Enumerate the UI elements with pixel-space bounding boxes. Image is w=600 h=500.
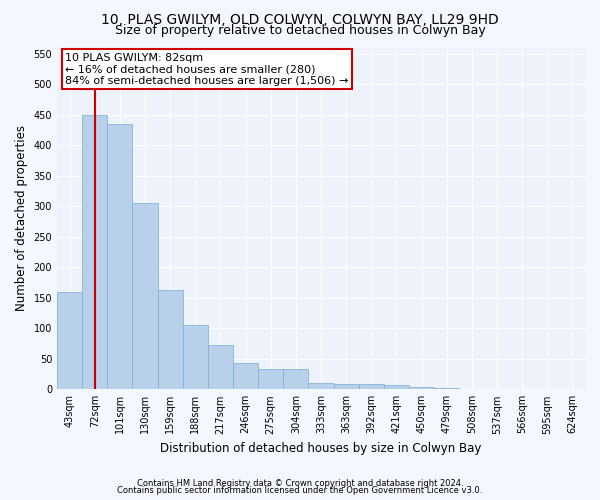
Text: 10, PLAS GWILYM, OLD COLWYN, COLWYN BAY, LL29 9HD: 10, PLAS GWILYM, OLD COLWYN, COLWYN BAY,… — [101, 12, 499, 26]
Text: Contains HM Land Registry data © Crown copyright and database right 2024.: Contains HM Land Registry data © Crown c… — [137, 478, 463, 488]
Bar — [334, 384, 359, 390]
Bar — [409, 388, 434, 390]
Bar — [560, 388, 585, 390]
Bar — [308, 383, 334, 390]
Bar — [158, 290, 183, 390]
Bar — [57, 292, 82, 390]
X-axis label: Distribution of detached houses by size in Colwyn Bay: Distribution of detached houses by size … — [160, 442, 482, 455]
Bar — [535, 388, 560, 390]
Bar — [459, 388, 484, 390]
Bar — [509, 388, 535, 390]
Bar — [484, 388, 509, 390]
Bar — [82, 114, 107, 390]
Bar — [183, 325, 208, 390]
Text: Contains public sector information licensed under the Open Government Licence v3: Contains public sector information licen… — [118, 486, 482, 495]
Bar — [384, 385, 409, 390]
Bar — [434, 388, 459, 390]
Bar — [107, 124, 133, 390]
Text: 10 PLAS GWILYM: 82sqm
← 16% of detached houses are smaller (280)
84% of semi-det: 10 PLAS GWILYM: 82sqm ← 16% of detached … — [65, 52, 349, 86]
Text: Size of property relative to detached houses in Colwyn Bay: Size of property relative to detached ho… — [115, 24, 485, 37]
Bar — [258, 369, 283, 390]
Bar — [208, 344, 233, 390]
Bar — [133, 203, 158, 390]
Bar — [283, 369, 308, 390]
Y-axis label: Number of detached properties: Number of detached properties — [15, 126, 28, 312]
Bar — [359, 384, 384, 390]
Bar — [233, 363, 258, 390]
